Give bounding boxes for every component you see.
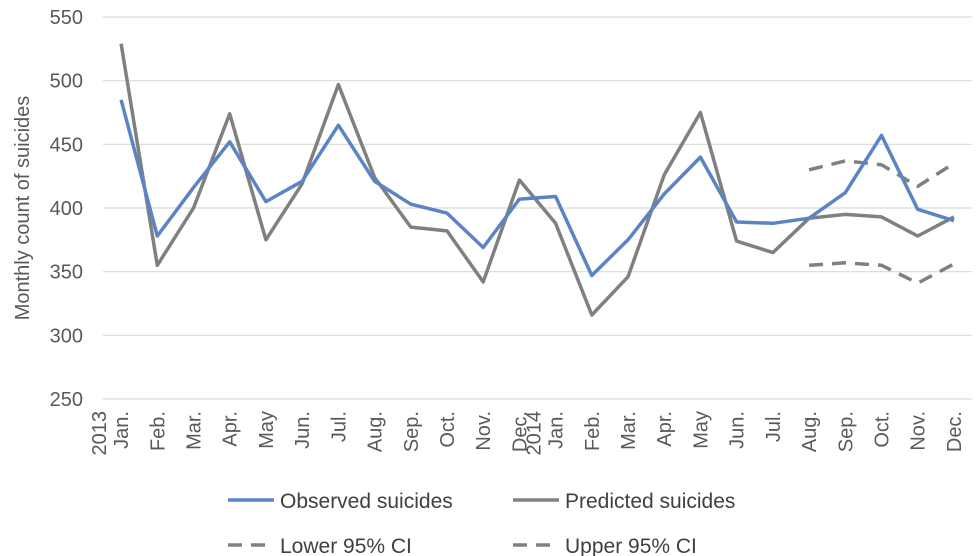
x-tick-label: Oct. — [437, 411, 459, 448]
x-tick-label: May — [256, 411, 278, 449]
y-tick-label: 400 — [50, 198, 83, 220]
y-tick-label: 300 — [50, 325, 83, 347]
y-tick-labels: 250 300 350 400 450 500 550 — [50, 7, 83, 411]
legend-label: Observed suicides — [280, 490, 453, 513]
series-line-predicted-suicides — [119, 43, 955, 317]
x-tick-label: Dec. — [509, 411, 531, 452]
y-tick-label: 350 — [50, 262, 83, 284]
series-line-lower-95-ci — [808, 261, 955, 285]
x-tick-label: Mar. — [618, 411, 640, 450]
legend: Observed suicides Predicted suicides Lower… — [228, 490, 735, 556]
x-tick-label: Jan. — [111, 411, 133, 449]
x-tick-label: Jul. — [328, 411, 350, 442]
x-tick-label: Sep. — [835, 411, 857, 452]
x-tick-label: Mar. — [184, 411, 206, 450]
x-tick-label: 2014 — [524, 411, 546, 456]
x-tick-label: Oct. — [871, 411, 893, 448]
x-tick-label: Jun. — [292, 411, 314, 449]
series-lines — [119, 43, 955, 317]
x-tick-label: Apr. — [220, 411, 242, 447]
x-tick-label: Nov. — [908, 411, 930, 451]
x-tick-label: Jan. — [546, 411, 568, 449]
y-tick-label: 450 — [50, 134, 83, 156]
series-line-upper-95-ci — [808, 159, 955, 189]
x-tick-label: Jun. — [727, 411, 749, 449]
x-tick-label: Sep. — [401, 411, 423, 452]
legend-label: Predicted suicides — [565, 490, 735, 513]
legend-label: Upper 95% CI — [565, 535, 697, 556]
y-tick-label: 550 — [50, 7, 83, 29]
y-axis-title: Monthly count of suicides — [12, 96, 34, 321]
series-line-observed-suicides — [119, 99, 955, 278]
x-tick-label: Feb. — [147, 411, 169, 451]
x-tick-label: May — [690, 411, 712, 449]
x-tick-label: Feb. — [582, 411, 604, 451]
x-tick-label: Jul. — [763, 411, 785, 442]
y-tick-label: 250 — [50, 389, 83, 411]
x-tick-label: Aug. — [365, 411, 387, 452]
x-tick-label: Dec. — [944, 411, 966, 452]
x-tick-labels: Jan.2013 Feb. Mar. Apr. May Jun. Jul. Aug. Sep. O… — [89, 411, 966, 456]
legend-label: Lower 95% CI — [280, 535, 412, 556]
x-tick-label: Aug. — [799, 411, 821, 452]
x-tick-label: 2013 — [89, 411, 111, 456]
x-tick-label: Nov. — [473, 411, 495, 451]
gridlines — [103, 16, 972, 400]
y-tick-label: 500 — [50, 71, 83, 93]
x-tick-label: Apr. — [654, 411, 676, 447]
